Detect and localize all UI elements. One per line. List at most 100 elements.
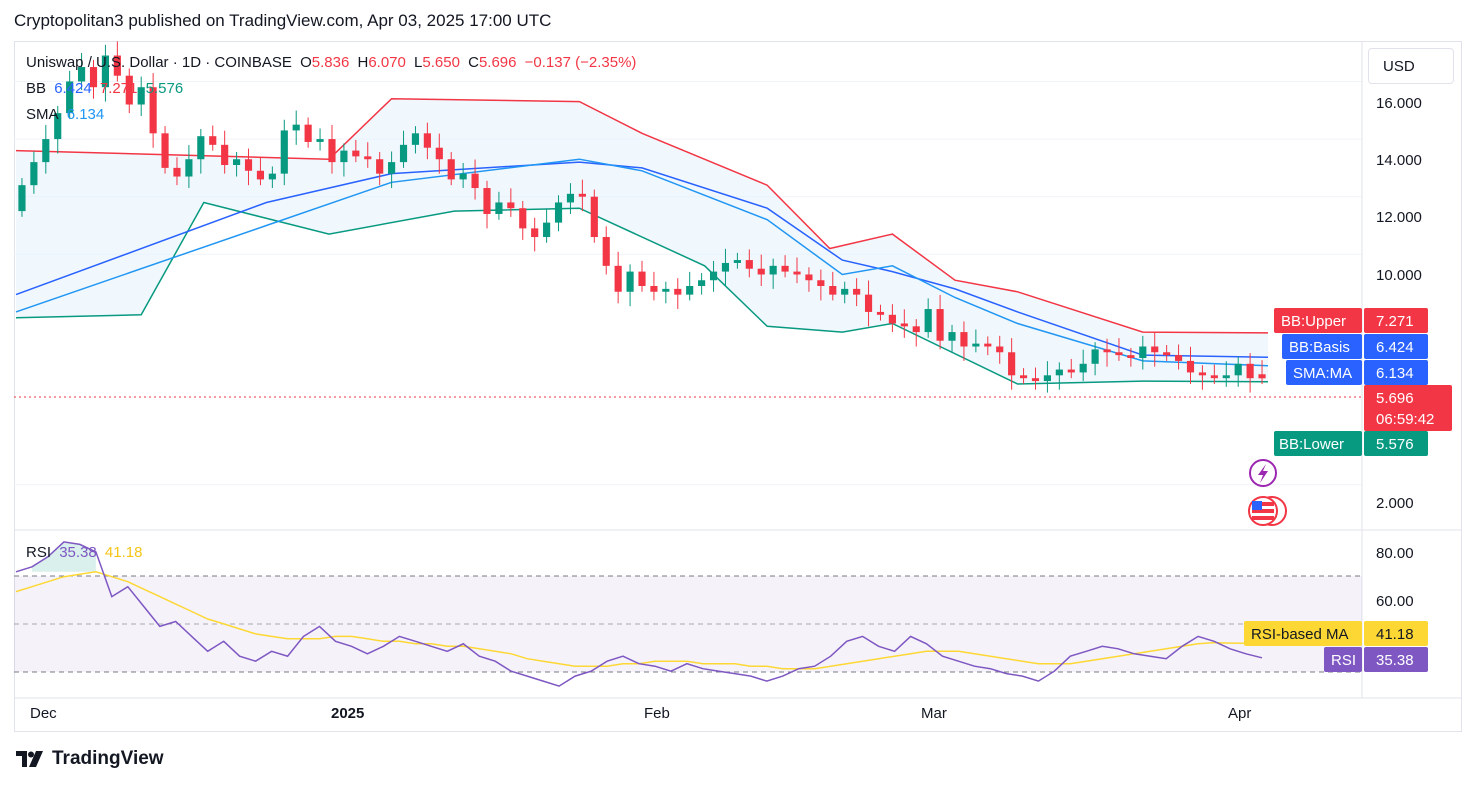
candle-body <box>1151 346 1159 353</box>
legend-bb-label[interactable]: BB <box>26 80 47 97</box>
tradingview-logo[interactable]: TradingView <box>16 748 164 770</box>
tag-sma-ma: SMA:MA 6.134 <box>1286 360 1428 385</box>
candle-body <box>924 309 932 333</box>
candle-body <box>244 159 253 171</box>
tag-last-price-value: 5.696 <box>1376 390 1414 407</box>
candle-body <box>1055 369 1063 376</box>
candle-body <box>793 271 801 275</box>
candle-body <box>1210 375 1218 379</box>
price-tick-2: 2.000 <box>1376 495 1414 512</box>
tradingview-logo-icon <box>16 751 43 767</box>
time-label-2025: 2025 <box>331 705 364 722</box>
tag-bb-lower-value: 5.576 <box>1376 436 1414 453</box>
candle-body <box>185 159 193 177</box>
candle-body <box>137 87 145 105</box>
price-tick-12: 12.000 <box>1376 209 1422 226</box>
candle-body <box>78 67 86 82</box>
candle-body <box>507 202 515 209</box>
legend-open: O5.836 <box>300 54 350 71</box>
tag-bb-upper-value: 7.271 <box>1376 313 1414 330</box>
lightning-event-icon[interactable] <box>1249 459 1277 487</box>
candle-body <box>900 323 908 327</box>
candle-body <box>399 144 408 163</box>
bollinger-band-fill <box>16 98 1268 384</box>
candle-body <box>912 326 920 333</box>
candle-body <box>388 162 396 174</box>
legend-symbol[interactable]: Uniswap / U.S. Dollar · 1D · COINBASE <box>26 54 292 71</box>
tag-bb-upper: BB:Upper 7.271 <box>1274 308 1428 333</box>
legend-bb-lower: 5.576 <box>145 80 184 97</box>
candle-body <box>745 260 753 269</box>
candle-body <box>650 286 658 292</box>
tag-last-price-countdown: 06:59:42 <box>1376 411 1434 428</box>
candle-body <box>519 208 527 229</box>
legend-rsi-ma-value: 41.18 <box>104 544 143 561</box>
legend-ohlc-row[interactable]: Uniswap / U.S. Dollar · 1D · COINBASE O5… <box>26 54 640 71</box>
candle-body <box>328 139 336 163</box>
tag-sma-ma-value: 6.134 <box>1376 365 1414 382</box>
candle-body <box>423 133 431 148</box>
candle-body <box>769 265 777 275</box>
candle-body <box>376 159 384 174</box>
candle-body <box>602 237 610 266</box>
legend-rsi-value: 35.38 <box>59 544 97 561</box>
tag-bb-basis-label: BB:Basis <box>1289 339 1350 356</box>
candle-body <box>829 286 837 295</box>
rsi-overbought-fill <box>31 541 96 572</box>
candle-body <box>531 228 539 238</box>
candle-body <box>936 309 944 341</box>
candle-body <box>996 346 1004 353</box>
candle-body <box>1258 374 1266 379</box>
legend-sma-label[interactable]: SMA <box>26 106 59 123</box>
candle-body <box>316 139 324 142</box>
time-label-apr: Apr <box>1228 705 1251 722</box>
tradingview-logo-text: TradingView <box>52 748 164 769</box>
legend-bb-basis: 6.424 <box>54 80 92 97</box>
candle-body <box>30 162 38 186</box>
tag-bb-upper-label: BB:Upper <box>1281 313 1346 330</box>
legend-low: L5.650 <box>414 54 460 71</box>
candle-body <box>161 133 169 168</box>
candle-body <box>698 280 706 286</box>
candle-body <box>268 173 276 180</box>
legend-bb-upper: 7.271 <box>99 80 138 97</box>
candle-body <box>18 185 26 212</box>
candle-body <box>1127 355 1135 359</box>
legend-change: −0.137 (−2.35%) <box>524 54 637 71</box>
candle-body <box>543 222 551 238</box>
candle-body <box>757 268 765 275</box>
candle-body <box>1067 369 1075 373</box>
candle-body <box>841 288 849 295</box>
us-flag-event-icon[interactable] <box>1248 496 1287 526</box>
candle-body <box>42 139 50 163</box>
currency-button[interactable]: USD <box>1368 48 1454 84</box>
tag-rsi-ma-value: 41.18 <box>1376 626 1414 643</box>
candle-body <box>1091 349 1099 364</box>
candle-body <box>578 193 586 197</box>
candle-body <box>1115 352 1123 356</box>
legend-rsi-label[interactable]: RSI <box>26 544 52 561</box>
tag-bb-lower: BB:Lower 5.576 <box>1274 431 1428 456</box>
candle-body <box>662 288 670 292</box>
legend-bb-row[interactable]: BB 6.424 7.271 5.576 <box>26 80 187 97</box>
candle-body <box>54 113 62 140</box>
candle-body <box>292 124 300 131</box>
candle-body <box>733 260 741 263</box>
time-label-feb: Feb <box>644 705 670 722</box>
tag-sma-ma-label: SMA:MA <box>1293 365 1352 382</box>
candle-body <box>221 144 229 165</box>
tag-bb-basis: BB:Basis 6.424 <box>1282 334 1428 359</box>
legend-rsi-row[interactable]: RSI 35.38 41.18 <box>26 544 146 561</box>
candles <box>18 41 1266 393</box>
candle-body <box>1043 375 1051 382</box>
legend-high: H6.070 <box>357 54 406 71</box>
candle-body <box>626 271 634 292</box>
price-tick-16: 16.000 <box>1376 95 1422 112</box>
candle-body <box>1008 352 1016 376</box>
chart-frame <box>14 41 1462 732</box>
legend-close: C5.696 <box>468 54 517 71</box>
legend-sma-row[interactable]: SMA 6.134 <box>26 106 108 123</box>
candle-body <box>459 173 467 180</box>
tag-bb-basis-value: 6.424 <box>1376 339 1414 356</box>
